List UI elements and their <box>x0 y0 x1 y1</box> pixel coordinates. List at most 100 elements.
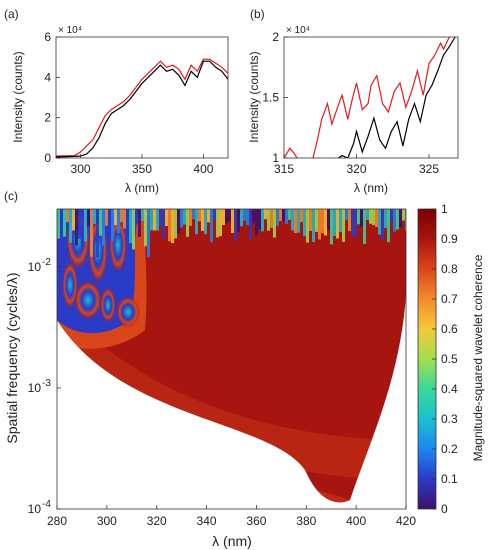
panel-c-ytick-label: 10 <box>28 381 42 395</box>
coherence-noise-column <box>372 209 375 226</box>
coherence-noise-column <box>219 209 222 237</box>
coherence-noise-column <box>114 209 117 226</box>
coherence-noise-column <box>192 209 195 220</box>
coherence-noise-column <box>213 209 216 220</box>
coherence-noise-column <box>363 209 366 244</box>
coherence-noise-column <box>303 209 306 237</box>
coherence-noise-column <box>165 209 168 226</box>
panel-a-frame <box>55 36 229 159</box>
coherence-noise-column <box>171 209 174 244</box>
coherence-noise-column <box>255 209 258 236</box>
colorbar-tick-label: 0.6 <box>441 322 458 336</box>
coherence-noise-column <box>276 209 279 226</box>
coherence-noise-column <box>351 209 354 237</box>
colorbar-tick-label: 0.4 <box>441 382 458 396</box>
panel-b-series-0-line <box>284 37 451 158</box>
coherence-noise-column <box>405 209 406 231</box>
coherence-noise-column <box>339 209 342 233</box>
coherence-noise-column <box>138 209 141 237</box>
coherence-noise-column <box>177 209 180 234</box>
coherence-noise-column <box>297 209 300 233</box>
panel-a-xtick-label: 300 <box>71 162 91 176</box>
panel-b-ytick-label: 1.5 <box>262 91 279 105</box>
coherence-noise-column <box>126 209 129 238</box>
panel-c-ytick-exponent: -2 <box>42 257 51 268</box>
coherence-noise-column <box>384 209 387 228</box>
coherence-noise-column <box>246 209 249 225</box>
coherence-noise-column <box>375 209 378 227</box>
coherence-noise-column <box>180 209 183 228</box>
coherence-noise-column <box>222 209 225 225</box>
coherence-noise-column <box>69 209 72 243</box>
panel-a-ytick-label: 4 <box>44 70 51 84</box>
coherence-noise-column <box>273 209 276 238</box>
coherence-noise-column <box>348 209 351 232</box>
colorbar-tick-label: 0.5 <box>441 352 458 366</box>
coherence-noise-column <box>279 209 282 221</box>
panel-c-frame <box>56 208 407 510</box>
coherence-noise-column <box>102 209 105 246</box>
coherence-noise-column <box>336 209 339 239</box>
coherence-noise-column <box>399 209 402 228</box>
coherence-noise-column <box>309 209 312 231</box>
panel-b-xtick-label: 325 <box>419 162 439 176</box>
colorbar-tick-label: 0.1 <box>441 472 458 486</box>
coherence-noise-column <box>306 209 309 243</box>
coherence-noise-column <box>300 209 303 223</box>
coherence-noise-column <box>315 209 318 232</box>
coherence-noise-column <box>288 209 291 220</box>
coherence-noise-column <box>333 209 336 236</box>
panel-c-xtick-label: 400 <box>346 514 366 528</box>
colorbar-tick-label: 0.3 <box>441 412 458 426</box>
coherence-noise-column <box>237 209 240 232</box>
panel-b-ytick-label: 2 <box>272 30 279 44</box>
panel-a-ytick-label: 6 <box>44 30 51 44</box>
panel-a-series-1-line <box>56 60 228 158</box>
panel-a-xtick-label: 400 <box>193 162 213 176</box>
coherence-noise-column <box>93 209 96 224</box>
coherence-noise-column <box>96 209 99 258</box>
coherence-noise-column <box>357 209 360 225</box>
coherence-noise-column <box>294 209 297 233</box>
panel-c-ylabel: Spatial frequency (cycles/λ) <box>4 272 20 443</box>
coherence-noise-column <box>156 209 159 231</box>
coherence-noise-column <box>159 209 162 226</box>
colorbar-tick-label: 0 <box>441 502 448 516</box>
coherence-noise-column <box>186 209 189 237</box>
coherence-blob <box>100 287 116 323</box>
colorbar-ticks: 0 0.1 0.2 0.3 0.4 0.5 0.6 0.7 0.8 0.9 1 <box>432 202 458 516</box>
coherence-noise-column <box>99 209 102 236</box>
coherence-noise-column <box>321 209 324 234</box>
coherence-noise-column <box>123 209 126 229</box>
coherence-noise-column <box>144 209 147 247</box>
panel-a-ticks: 300 350 400 0 2 4 6 <box>44 30 213 176</box>
panel-b-ytick-label: 1 <box>272 151 279 165</box>
panel-b-series-1-line <box>337 37 456 158</box>
coherence-noise-column <box>324 209 327 236</box>
coherence-noise-column <box>57 209 60 239</box>
coherence-noise-column <box>234 209 237 241</box>
coherence-noise-column <box>60 209 63 224</box>
panel-c-xtick-label: 340 <box>197 514 217 528</box>
panel-a-xlabel: λ (nm) <box>125 181 159 195</box>
coherence-noise-column <box>396 209 399 230</box>
coherence-noise-column <box>147 209 150 258</box>
coherence-noise-column <box>390 209 393 222</box>
coherence-noise-column <box>189 209 192 226</box>
coherence-noise-column <box>312 209 315 242</box>
panel-a-series-0-line <box>56 58 228 157</box>
colorbar-tick-label: 0.7 <box>441 292 458 306</box>
coherence-noise-column <box>183 209 186 225</box>
coherence-low-band <box>57 300 406 480</box>
panel-b-xlabel: λ (nm) <box>354 181 388 195</box>
coherence-noise-column <box>369 209 372 224</box>
coherence-noise-column <box>84 209 87 242</box>
panel-a-plot <box>56 58 228 158</box>
panel-b-xtick-label: 315 <box>274 162 294 176</box>
coherence-noise-column <box>117 209 120 234</box>
panel-a-ylabel: Intensity (counts) <box>11 51 25 142</box>
